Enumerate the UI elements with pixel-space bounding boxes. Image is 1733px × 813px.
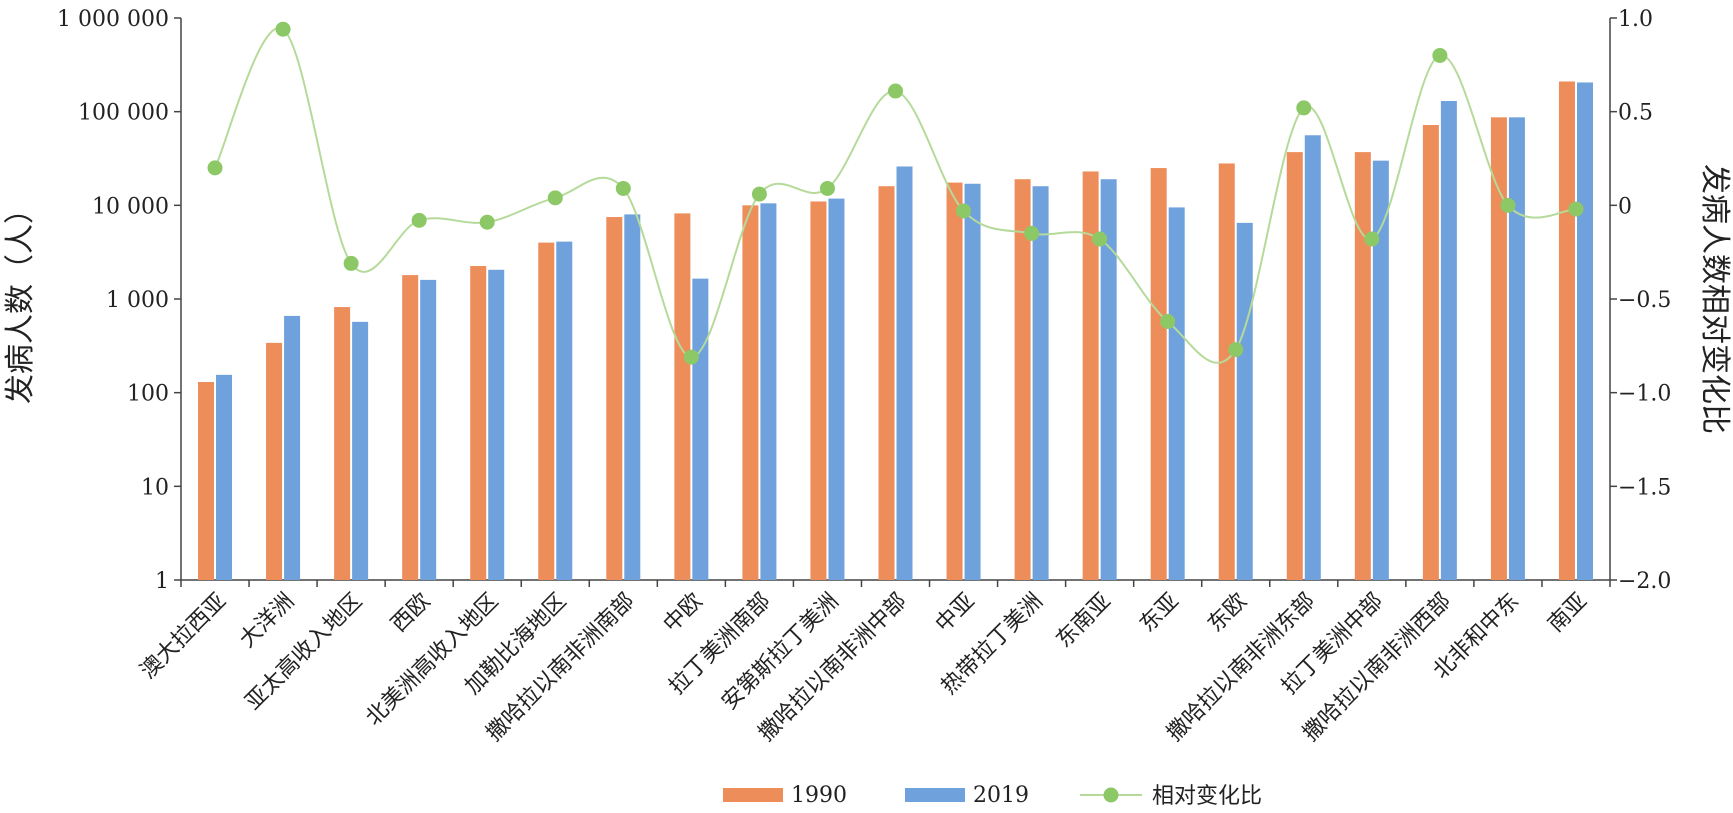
bar-1990	[1286, 152, 1303, 581]
bar-1990	[1354, 152, 1371, 581]
y-left-tick-label: 10	[141, 475, 169, 500]
line-point	[751, 186, 767, 202]
legend-label-相对变化比: 相对变化比	[1152, 784, 1262, 809]
x-category-label: 南亚	[1543, 589, 1592, 638]
x-category-label: 西欧	[387, 589, 436, 638]
x-category-label: 大洋洲	[235, 589, 299, 653]
line-point	[343, 255, 359, 271]
bar-2019	[1168, 207, 1185, 580]
line-point	[1024, 225, 1040, 241]
line-point	[819, 180, 835, 196]
x-category-label: 亚太高收入地区	[241, 589, 368, 716]
line-point	[479, 214, 495, 230]
line-point	[1364, 231, 1380, 247]
bar-1990	[266, 342, 283, 580]
y-right-tick-label: −1.0	[1618, 382, 1671, 407]
line-point	[1568, 201, 1584, 217]
bar-1990	[674, 213, 691, 580]
line-point	[683, 349, 699, 365]
bar-2019	[1508, 117, 1525, 580]
x-category-label: 安第斯拉丁美洲	[717, 589, 844, 716]
bar-2019	[624, 214, 641, 580]
y-right-title: 发病人数相对变化比	[1697, 164, 1732, 434]
bar-1990	[606, 217, 623, 580]
bar-2019	[216, 374, 233, 580]
bar-1990	[878, 186, 895, 580]
line-point	[888, 83, 903, 99]
series-line-相对变化比	[214, 26, 1577, 364]
y-right-tick-label: −0.5	[1618, 288, 1671, 313]
bar-2019	[760, 203, 777, 580]
legend-swatch-1990	[723, 788, 783, 802]
y-left-tick-label: 100 000	[78, 101, 169, 126]
bar-1990	[1150, 168, 1167, 580]
x-category-label: 东亚	[1135, 589, 1184, 638]
bar-2019	[352, 321, 369, 580]
legend-label-1990: 1990	[791, 783, 847, 808]
line-point	[547, 190, 563, 206]
bar-2019	[1100, 179, 1117, 580]
line-point	[956, 203, 972, 219]
bar-1990	[946, 182, 963, 580]
line-point	[615, 180, 631, 196]
bar-2019	[1304, 135, 1321, 580]
bar-2019	[1372, 160, 1389, 580]
y-left-title: 发病人数（人）	[3, 194, 38, 404]
y-right-tick-label: −2.0	[1618, 569, 1671, 594]
line-point	[207, 160, 223, 176]
bar-1990	[538, 242, 555, 580]
x-category-label: 东南亚	[1052, 589, 1116, 653]
bar-1990	[1558, 81, 1575, 580]
bar-2019	[284, 315, 301, 580]
y-left-tick-label: 10 000	[92, 194, 169, 219]
line-point	[1092, 231, 1108, 247]
legend-marker-swatch	[1103, 787, 1119, 803]
bar-2019	[1032, 186, 1049, 580]
bar-1990	[1082, 171, 1099, 581]
y-left-tick-label: 1 000 000	[57, 7, 169, 32]
bar-1990	[810, 201, 827, 580]
bar-1990	[470, 266, 487, 580]
bar-2019	[488, 269, 505, 580]
line-point	[1432, 47, 1448, 63]
bar-1990	[1490, 117, 1507, 580]
x-category-label: 中欧	[659, 589, 708, 638]
legend-swatch-2019	[905, 788, 965, 802]
line-point	[411, 212, 427, 228]
bar-2019	[1440, 100, 1457, 581]
x-category-label: 澳大拉西亚	[136, 589, 231, 684]
bar-2019	[692, 278, 709, 580]
line-point	[275, 21, 291, 37]
bar-1990	[334, 307, 351, 580]
bar-1990	[1014, 179, 1031, 580]
y-left-tick-label: 1	[155, 569, 169, 594]
x-category-label: 中亚	[931, 589, 980, 638]
x-category-label: 东欧	[1203, 589, 1252, 638]
bar-2019	[828, 198, 845, 580]
bar-1990	[742, 205, 759, 581]
line-point	[1296, 100, 1312, 116]
line-point	[1500, 197, 1516, 213]
bar-2019	[556, 241, 573, 580]
bar-1990	[402, 275, 419, 580]
legend-label-2019: 2019	[973, 783, 1029, 808]
y-right-tick-label: 0.5	[1618, 101, 1653, 126]
bar-1990	[1218, 163, 1235, 580]
bar-1990	[198, 381, 215, 580]
y-left-tick-label: 1 000	[106, 288, 169, 313]
bar-2019	[420, 279, 437, 580]
y-right-tick-label: 1.0	[1618, 7, 1653, 32]
y-left-tick-label: 100	[127, 382, 169, 407]
bar-1990	[1422, 125, 1439, 581]
line-point	[1160, 313, 1176, 329]
y-right-tick-label: −1.5	[1618, 475, 1671, 500]
bar-2019	[1576, 82, 1593, 580]
y-right-tick-label: 0	[1618, 194, 1632, 219]
bar-2019	[1236, 222, 1253, 580]
line-point	[1228, 342, 1244, 358]
bar-2019	[964, 183, 981, 580]
bar-2019	[896, 166, 913, 580]
